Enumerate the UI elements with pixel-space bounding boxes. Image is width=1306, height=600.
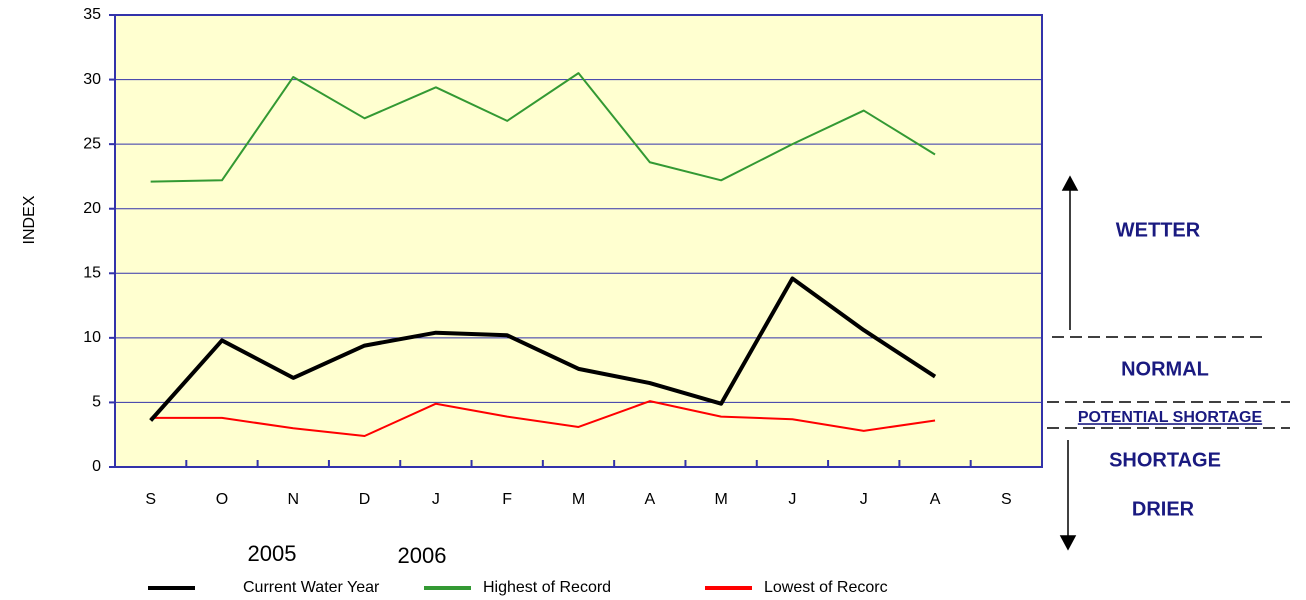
y-tick-label: 35 <box>83 6 101 23</box>
x-tick-label: S <box>145 491 156 508</box>
series-line <box>150 400 936 438</box>
y-tick-label: 20 <box>83 200 101 217</box>
annotation: POTENTIAL SHORTAGE <box>1078 409 1263 426</box>
x-tick-label: F <box>502 491 512 508</box>
y-axis-label: INDEX <box>21 195 38 244</box>
annotation: SHORTAGE <box>1109 449 1221 471</box>
x-tick-label: A <box>644 491 655 508</box>
x-tick-label: M <box>572 491 585 508</box>
legend-label: Lowest of Recorc <box>764 579 888 596</box>
y-tick-label: 15 <box>83 265 101 282</box>
y-tick-label: 25 <box>83 135 101 152</box>
plot-area <box>115 15 1042 467</box>
legend-label: Current Water Year <box>243 579 380 596</box>
threshold-lines <box>1047 336 1290 429</box>
x-tick-label: N <box>287 491 299 508</box>
plot-border <box>114 14 1043 468</box>
y-tick-label: 5 <box>92 394 101 411</box>
x-tick-label: J <box>432 491 440 508</box>
x-tick-label: D <box>359 491 371 508</box>
x-tick-label: J <box>860 491 868 508</box>
annotation: WETTER <box>1116 219 1201 241</box>
x-tick-label: A <box>930 491 941 508</box>
legend-label: Highest of Record <box>483 579 611 596</box>
x-tick-label: M <box>714 491 727 508</box>
year-label: 2006 <box>398 543 447 568</box>
y-tick-label: 10 <box>83 329 101 346</box>
x-tick-label: J <box>788 491 796 508</box>
y-tick-label: 0 <box>92 458 101 475</box>
series-line <box>149 276 937 422</box>
x-tick-label: S <box>1001 491 1012 508</box>
year-label: 2005 <box>248 541 297 566</box>
series-line <box>150 72 936 183</box>
arrows <box>1059 175 1079 551</box>
annotation: DRIER <box>1132 498 1195 520</box>
x-tick-label: O <box>216 491 228 508</box>
y-tick-label: 30 <box>83 71 101 88</box>
annotation: NORMAL <box>1121 358 1209 380</box>
